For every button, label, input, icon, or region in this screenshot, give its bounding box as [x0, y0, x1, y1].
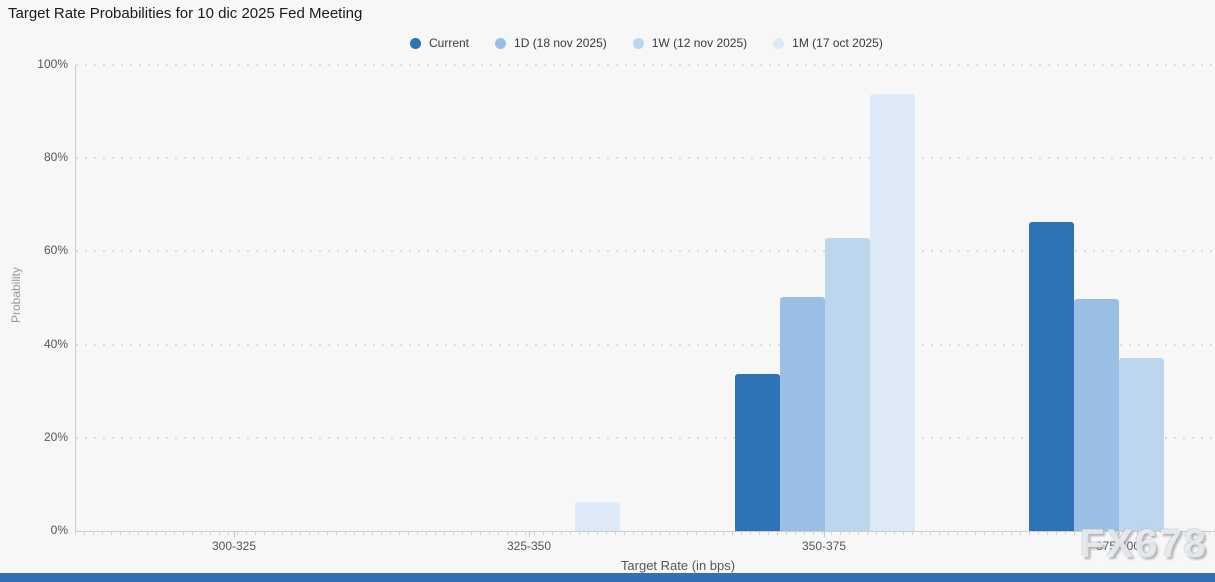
- chart-bar[interactable]: [1074, 298, 1119, 531]
- y-axis-tick-label: 40%: [43, 336, 68, 351]
- gridline: [76, 250, 1215, 253]
- x-axis-title: Target Rate (in bps): [620, 558, 736, 573]
- chart-bar[interactable]: [870, 94, 915, 531]
- x-axis-tick-label: 350-375: [801, 539, 847, 553]
- x-axis-tick-mark: [824, 531, 825, 537]
- x-axis-minor-ticks: [75, 532, 1215, 535]
- legend-color-dot-icon: [495, 37, 507, 49]
- chart-bar[interactable]: [780, 297, 825, 531]
- x-axis-tick-label: 375-400: [1095, 539, 1141, 553]
- legend-item[interactable]: 1M (17 oct 2025): [773, 36, 883, 50]
- bottom-bar: [0, 573, 1215, 582]
- legend-color-dot-icon: [773, 37, 785, 49]
- legend-label: Current: [429, 36, 470, 50]
- legend-item[interactable]: 1W (12 nov 2025): [632, 36, 748, 50]
- y-axis-title: Probability: [9, 266, 23, 324]
- x-axis-tick-mark: [529, 531, 530, 537]
- plot-area: [75, 64, 1215, 532]
- legend-color-dot-icon: [632, 37, 644, 49]
- x-axis-tick-label: 300-325: [211, 539, 257, 553]
- y-axis-tick-label: 80%: [43, 150, 68, 165]
- legend-label: 1D (18 nov 2025): [514, 36, 607, 50]
- x-axis-tick-mark: [234, 531, 235, 537]
- legend-item[interactable]: Current: [410, 36, 469, 50]
- chart-bar[interactable]: [575, 501, 620, 531]
- chart-bar[interactable]: [1119, 357, 1164, 531]
- y-axis-tick-label: 60%: [43, 243, 68, 258]
- x-axis-tick-label: 325-350: [506, 539, 552, 553]
- x-axis-tick-mark: [1118, 531, 1119, 537]
- chart-bar[interactable]: [825, 238, 870, 531]
- gridline: [76, 157, 1215, 160]
- legend-item[interactable]: 1D (18 nov 2025): [495, 36, 607, 50]
- legend-color-dot-icon: [410, 37, 421, 49]
- chart-title: Target Rate Probabilities for 10 dic 202…: [8, 5, 363, 22]
- gridline: [76, 436, 1215, 439]
- gridline: [76, 64, 1215, 66]
- chart-bar[interactable]: [735, 373, 780, 531]
- chart-bar[interactable]: [1029, 222, 1074, 531]
- y-axis-tick-label: 0%: [50, 523, 68, 537]
- watermark: FX678: [1080, 522, 1208, 566]
- legend-label: 1M (17 oct 2025): [792, 36, 883, 50]
- legend-label: 1W (12 nov 2025): [651, 36, 748, 50]
- gridline: [76, 343, 1215, 346]
- y-axis-tick-label: 20%: [43, 429, 68, 444]
- chart-legend: Current 1D (18 nov 2025) 1W (12 nov 2025) 1…: [410, 36, 883, 50]
- y-axis-tick-label: 100%: [37, 57, 68, 71]
